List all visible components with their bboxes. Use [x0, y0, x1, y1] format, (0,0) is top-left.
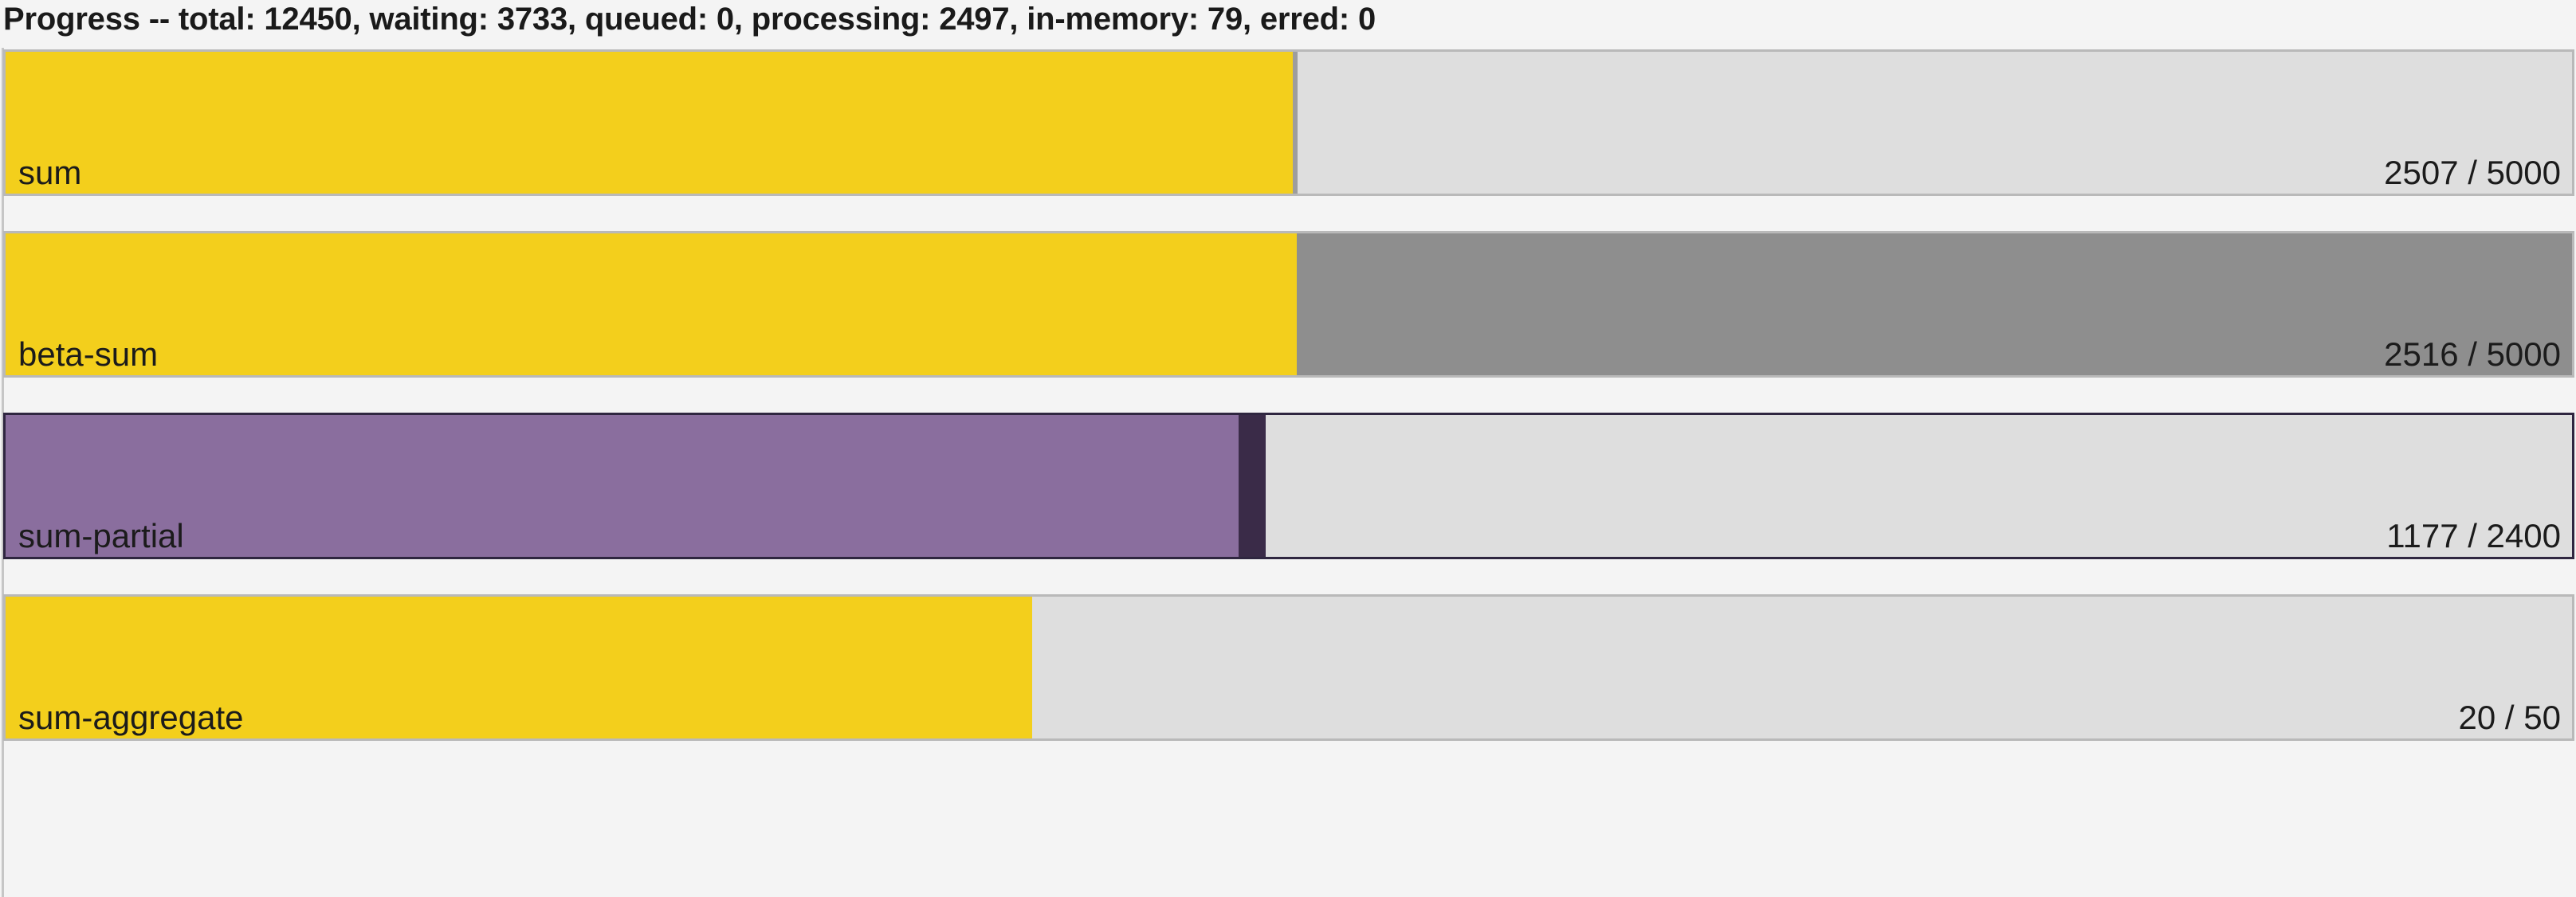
- task-count-label: 2507 / 5000: [2384, 154, 2561, 191]
- task-count-label: 2516 / 5000: [2384, 335, 2561, 373]
- task-name-label: beta-sum: [18, 335, 159, 373]
- task-count-label: 20 / 50: [2458, 699, 2561, 736]
- task-count-label: 1177 / 2400: [2386, 517, 2561, 554]
- task-done-segment: [6, 597, 1032, 738]
- task-name-label: sum-aggregate: [18, 699, 244, 736]
- task-bar-sum-partial[interactable]: sum-partial 1177 / 2400: [3, 413, 2574, 559]
- task-done-segment: [6, 233, 1298, 375]
- task-bar-sum-aggregate[interactable]: sum-aggregate 20 / 50: [3, 594, 2574, 741]
- task-done-segment: [6, 415, 1239, 557]
- left-axis-rule: [2, 48, 4, 897]
- task-memory-segment: [1238, 415, 1266, 557]
- task-name-label: sum-partial: [18, 517, 184, 554]
- task-name-label: sum: [18, 154, 82, 191]
- task-bar-sum[interactable]: sum 2507 / 5000: [3, 49, 2574, 196]
- task-processing-segment: [1297, 233, 2572, 375]
- task-done-segment: [6, 52, 1293, 194]
- task-memory-segment: [1292, 52, 1298, 194]
- progress-summary-title: Progress -- total: 12450, waiting: 3733,…: [3, 2, 1376, 37]
- task-bar-beta-sum[interactable]: beta-sum 2516 / 5000: [3, 231, 2574, 378]
